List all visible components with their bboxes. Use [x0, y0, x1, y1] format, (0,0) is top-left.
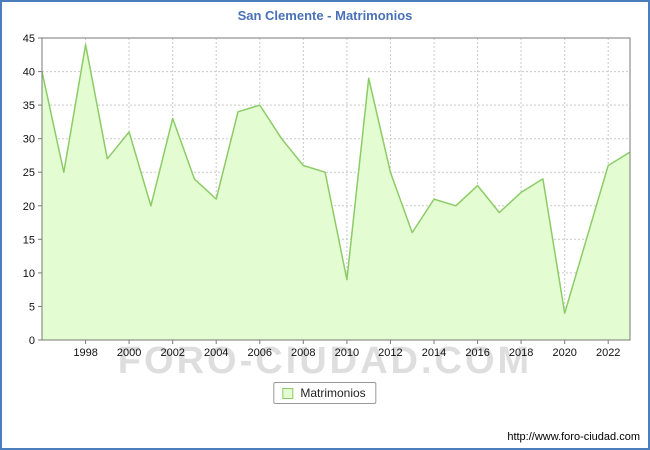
svg-text:40: 40 [23, 67, 35, 79]
legend-swatch [282, 387, 294, 399]
svg-text:5: 5 [29, 301, 35, 313]
svg-text:2006: 2006 [248, 347, 272, 359]
svg-text:30: 30 [23, 134, 35, 146]
svg-text:2004: 2004 [204, 347, 228, 359]
svg-text:2000: 2000 [117, 347, 141, 359]
svg-text:2016: 2016 [465, 347, 489, 359]
svg-text:2018: 2018 [509, 347, 533, 359]
svg-text:25: 25 [23, 167, 35, 179]
svg-text:20: 20 [23, 201, 35, 213]
svg-text:1998: 1998 [73, 347, 97, 359]
svg-text:2002: 2002 [160, 347, 184, 359]
chart-title: San Clemente - Matrimonios [237, 8, 413, 23]
svg-text:2012: 2012 [378, 347, 402, 359]
svg-text:2020: 2020 [552, 347, 576, 359]
svg-text:10: 10 [23, 268, 35, 280]
legend-label: Matrimonios [300, 386, 366, 400]
chart-svg: 0 5 10 15 20 25 30 35 40 45 1998 2000 2002 2004 2006 20… [23, 33, 631, 359]
site-url[interactable]: http://www.foro-ciudad.com [507, 431, 640, 443]
svg-text:15: 15 [23, 234, 35, 246]
svg-text:45: 45 [23, 33, 35, 45]
svg-text:2010: 2010 [335, 347, 359, 359]
svg-text:0: 0 [29, 335, 35, 347]
svg-text:2008: 2008 [291, 347, 315, 359]
svg-text:2022: 2022 [596, 347, 620, 359]
svg-text:2014: 2014 [422, 347, 446, 359]
svg-text:35: 35 [23, 100, 35, 112]
legend: Matrimonios [273, 382, 377, 404]
